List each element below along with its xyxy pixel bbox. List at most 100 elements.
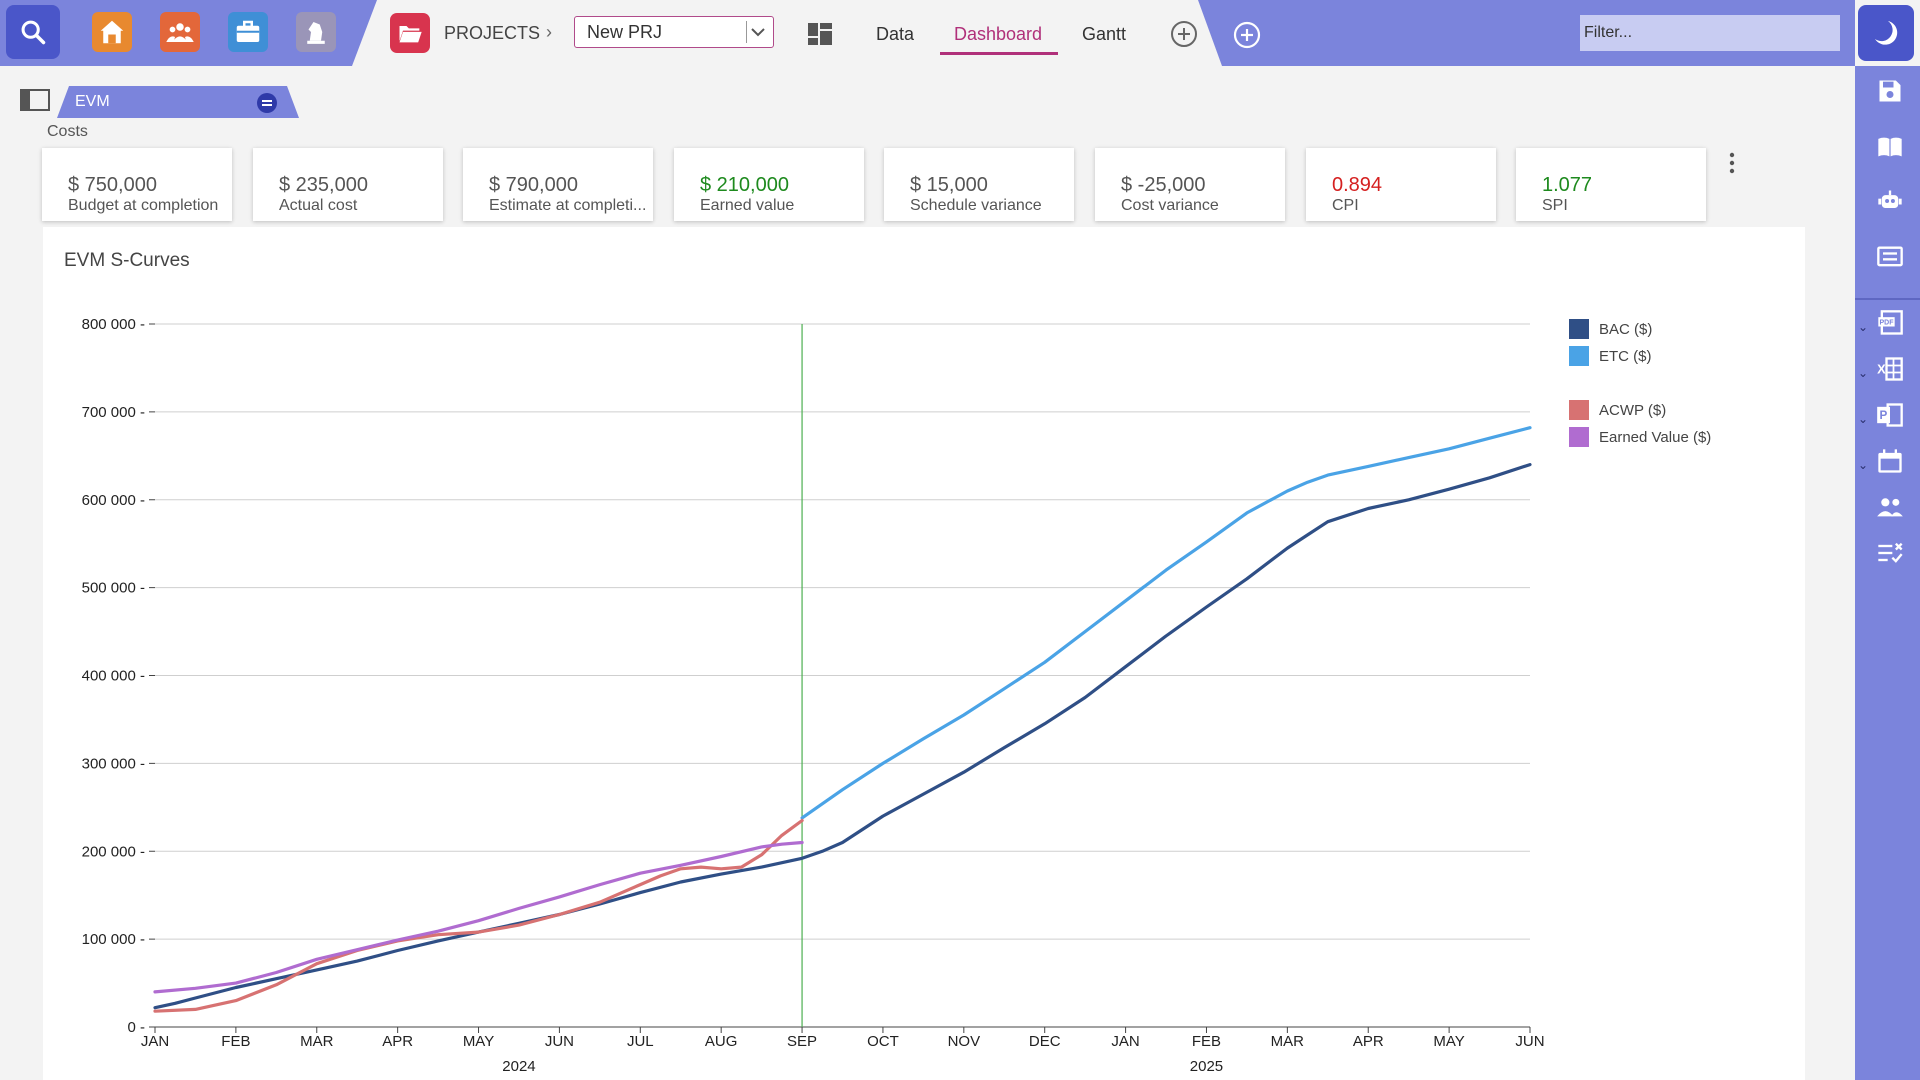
x-tick-label: JUN	[1515, 1033, 1544, 1050]
y-tick-label: 800 000 -	[82, 316, 145, 333]
svg-text:X: X	[1877, 362, 1886, 377]
y-tick-label: 700 000 -	[82, 404, 145, 421]
search-button[interactable]	[6, 5, 60, 59]
legend-label: ACWP ($)	[1599, 402, 1666, 419]
y-tick-label: 100 000 -	[82, 931, 145, 948]
team-app-button[interactable]	[160, 12, 200, 52]
legend-swatch	[1569, 319, 1589, 339]
chart-card	[43, 227, 1805, 1080]
tab-data[interactable]: Data	[876, 24, 915, 44]
team-icon	[166, 23, 194, 42]
folder-open-icon	[399, 26, 422, 43]
y-tick-label: 500 000 -	[82, 580, 145, 597]
tab-gantt[interactable]: Gantt	[1082, 24, 1127, 44]
kpi-label: SPI	[1542, 197, 1568, 214]
more-options-icon[interactable]	[1728, 152, 1736, 174]
moon-icon	[1875, 21, 1898, 45]
pdf-export-icon[interactable]: PDF	[1875, 308, 1905, 338]
robot-icon[interactable]	[1875, 186, 1905, 216]
y-tick-label: 600 000 -	[82, 492, 145, 509]
save-icon[interactable]	[1875, 76, 1905, 106]
kpi-label: Schedule variance	[910, 197, 1042, 214]
checklist-icon[interactable]	[1875, 538, 1905, 568]
y-tick-label: 200 000 -	[82, 843, 145, 860]
chevron-down-icon[interactable]: ⌄	[1858, 458, 1869, 472]
add-tab-icon[interactable]	[1170, 20, 1198, 48]
series-line	[800, 426, 1532, 820]
breadcrumb-projects[interactable]: PROJECTS	[444, 23, 541, 43]
project-tab-pane	[352, 0, 1222, 66]
active-tab-indicator	[940, 52, 1058, 55]
project-select[interactable]: New PRJ	[574, 16, 774, 48]
kpi-label: Actual cost	[279, 197, 358, 214]
kpi-schedule-variance: $ 15,000 Schedule variance	[884, 148, 1074, 221]
chart-title: EVM S-Curves	[64, 250, 190, 271]
home-app-button[interactable]	[92, 12, 132, 52]
series-line	[153, 463, 1532, 1010]
kpi-label: Cost variance	[1121, 197, 1219, 214]
x-tick-label: APR	[382, 1033, 413, 1050]
x-tick-label: JAN	[141, 1033, 169, 1050]
filter-input[interactable]	[1580, 15, 1840, 51]
y-tick-label: 300 000 -	[82, 755, 145, 772]
book-icon[interactable]	[1875, 132, 1905, 162]
kpi-cpi: 0.894 CPI	[1306, 148, 1496, 221]
add-project-tab-icon[interactable]	[1233, 21, 1261, 49]
x-tick-label: OCT	[867, 1033, 899, 1050]
chevron-down-icon	[751, 28, 765, 37]
kpi-label: Estimate at completi...	[489, 197, 647, 214]
people-icon[interactable]	[1875, 492, 1905, 522]
x-group-label: 2024	[502, 1058, 535, 1075]
x-tick-label: NOV	[948, 1033, 981, 1050]
section-tag-evm[interactable]: EVM	[57, 86, 299, 118]
y-tick-label: 400 000 -	[82, 668, 145, 685]
strategy-app-button[interactable]	[296, 12, 336, 52]
layout-grid-icon[interactable]	[807, 22, 833, 46]
chevron-down-icon[interactable]: ⌄	[1858, 320, 1869, 334]
kpi-label: Earned value	[700, 197, 795, 214]
panel-toggle-icon[interactable]	[20, 89, 50, 111]
legend-swatch	[1569, 427, 1589, 447]
x-tick-label: MAY	[1433, 1033, 1464, 1050]
calendar-icon[interactable]	[1875, 446, 1905, 476]
legend-swatch	[1569, 400, 1589, 420]
kpi-value: 1.077	[1542, 174, 1593, 196]
kpi-value: $ -25,000	[1121, 174, 1206, 196]
kpi-value: $ 790,000	[489, 174, 578, 196]
kpi-value: $ 235,000	[279, 174, 368, 196]
x-tick-label: APR	[1353, 1033, 1384, 1050]
excel-export-icon[interactable]: X	[1875, 354, 1905, 384]
y-tick-label: 0 -	[127, 1019, 145, 1036]
presentation-icon[interactable]	[1875, 242, 1905, 272]
kpi-value: 0.894	[1332, 174, 1383, 196]
kpi-label: CPI	[1332, 197, 1359, 214]
section-tag-label: EVM	[75, 93, 110, 110]
project-export-icon[interactable]: P	[1875, 400, 1905, 430]
theme-toggle-button[interactable]	[1858, 5, 1914, 61]
section-menu-icon[interactable]	[257, 93, 277, 113]
right-sidebar: ⌄ PDF ⌄ X ⌄ P ⌄	[1855, 66, 1920, 1080]
legend-label: Earned Value ($)	[1599, 429, 1711, 446]
kpi-label: Budget at completion	[68, 197, 219, 214]
portfolio-app-button[interactable]	[228, 12, 268, 52]
briefcase-icon	[236, 20, 260, 42]
series-line	[153, 818, 804, 1013]
x-tick-label: MAR	[300, 1033, 334, 1050]
legend-swatch	[1569, 346, 1589, 366]
svg-text:PDF: PDF	[1880, 320, 1895, 327]
x-tick-label: FEB	[1192, 1033, 1221, 1050]
x-tick-label: MAY	[463, 1033, 494, 1050]
x-tick-label: JUN	[545, 1033, 574, 1050]
chevron-down-icon[interactable]: ⌄	[1858, 412, 1869, 426]
kpi-value: $ 750,000	[68, 174, 157, 196]
x-tick-label: MAR	[1271, 1033, 1305, 1050]
sidebar-divider	[1855, 298, 1920, 300]
chevron-down-icon[interactable]: ⌄	[1858, 366, 1869, 380]
projects-app-button[interactable]	[390, 13, 430, 53]
legend-label: ETC ($)	[1599, 348, 1652, 365]
x-tick-label: AUG	[705, 1033, 738, 1050]
series-line	[153, 840, 804, 994]
x-tick-label: SEP	[787, 1033, 817, 1050]
tab-dashboard[interactable]: Dashboard	[954, 24, 1043, 44]
x-tick-label: JUL	[627, 1033, 654, 1050]
